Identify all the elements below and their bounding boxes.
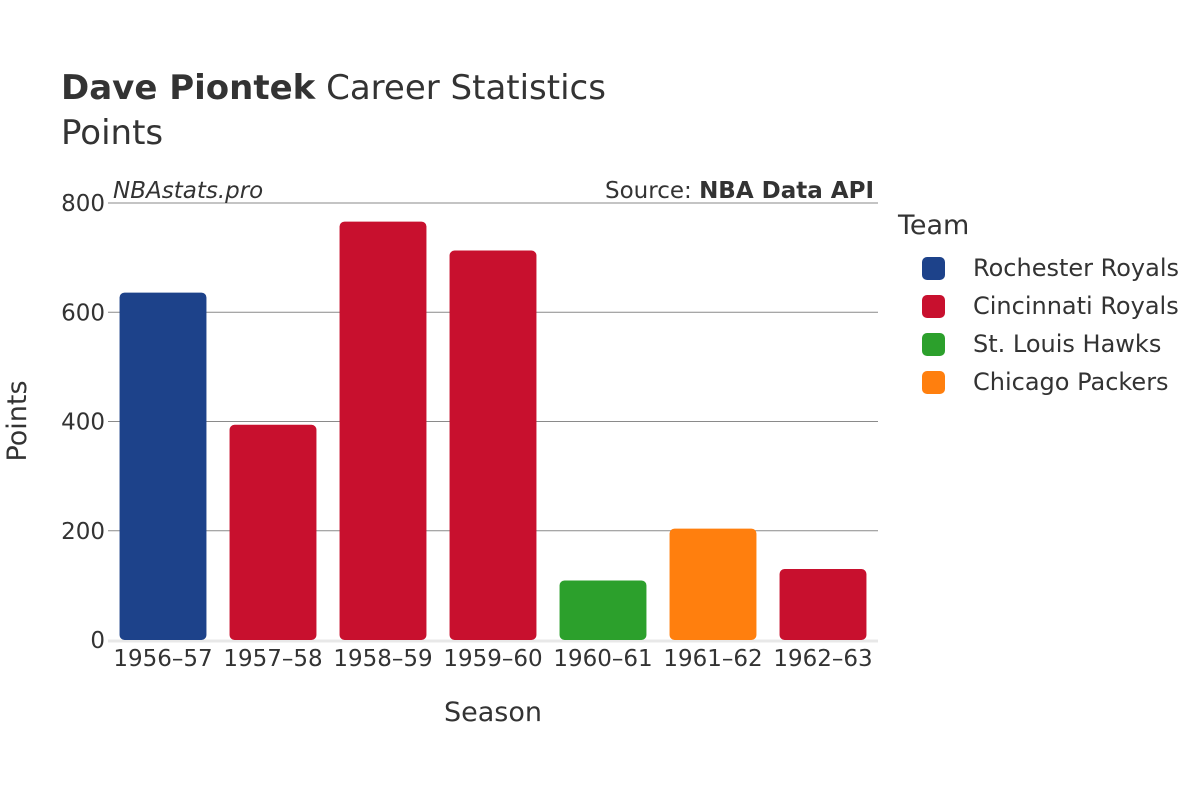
x-tick-label: 1960–61 bbox=[553, 646, 652, 672]
source-prefix: Source: bbox=[605, 178, 700, 204]
x-tick-label: 1961–62 bbox=[663, 646, 762, 672]
legend-swatch-cincinnati-royals bbox=[922, 294, 945, 318]
y-tick-label: 600 bbox=[61, 300, 105, 326]
legend-item[interactable]: St. Louis Hawks bbox=[898, 325, 1179, 363]
bars bbox=[119, 221, 867, 640]
legend-label: Chicago Packers bbox=[973, 368, 1169, 396]
chart-title: Dave Piontek Career Statistics bbox=[61, 68, 606, 108]
legend-label: Cincinnati Royals bbox=[973, 292, 1179, 320]
legend-item[interactable]: Rochester Royals bbox=[898, 249, 1179, 287]
y-tick-label: 0 bbox=[90, 628, 105, 654]
chart-subtitle: Points bbox=[61, 113, 164, 153]
legend-swatch-rochester-royals bbox=[922, 256, 945, 280]
x-tick-label: 1957–58 bbox=[223, 646, 322, 672]
player-name: Dave Piontek bbox=[61, 68, 316, 108]
source-name: NBA Data API bbox=[699, 178, 874, 204]
y-tick-label: 200 bbox=[61, 519, 105, 545]
bar-1962–63[interactable] bbox=[779, 568, 867, 640]
bar-1959–60[interactable] bbox=[449, 250, 537, 640]
bar-1957–58[interactable] bbox=[229, 424, 317, 640]
axis-ticks: 0 200 400 600 800 1956–57 1957–58 1958–59 1959–6… bbox=[61, 191, 873, 672]
x-tick-label: 1959–60 bbox=[443, 646, 542, 672]
legend: Team Rochester Royals Cincinnati Royals … bbox=[898, 210, 1179, 401]
bar-1960–61[interactable] bbox=[559, 580, 647, 640]
title-rest: Career Statistics bbox=[315, 68, 606, 108]
bar-1958–59[interactable] bbox=[339, 221, 427, 640]
bar-1956–57[interactable] bbox=[119, 292, 207, 640]
watermark: NBAstats.pro bbox=[113, 178, 264, 204]
y-tick-label: 400 bbox=[61, 410, 105, 436]
source-note: Source: NBA Data API bbox=[605, 178, 874, 204]
legend-title: Team bbox=[898, 210, 970, 241]
legend-label: St. Louis Hawks bbox=[973, 330, 1162, 358]
legend-item[interactable]: Chicago Packers bbox=[898, 363, 1179, 401]
legend-label: Rochester Royals bbox=[973, 254, 1179, 282]
legend-item[interactable]: Cincinnati Royals bbox=[898, 287, 1179, 325]
x-tick-label: 1958–59 bbox=[333, 646, 432, 672]
legend-swatch-st-louis-hawks bbox=[922, 332, 945, 356]
x-axis-title: Season bbox=[444, 697, 542, 728]
y-tick-label: 800 bbox=[61, 191, 105, 217]
x-tick-label: 1956–57 bbox=[113, 646, 212, 672]
y-axis-title: Points bbox=[2, 380, 33, 461]
legend-swatch-chicago-packers bbox=[922, 370, 945, 394]
x-tick-label: 1962–63 bbox=[773, 646, 872, 672]
bar-1961–62[interactable] bbox=[669, 528, 757, 640]
